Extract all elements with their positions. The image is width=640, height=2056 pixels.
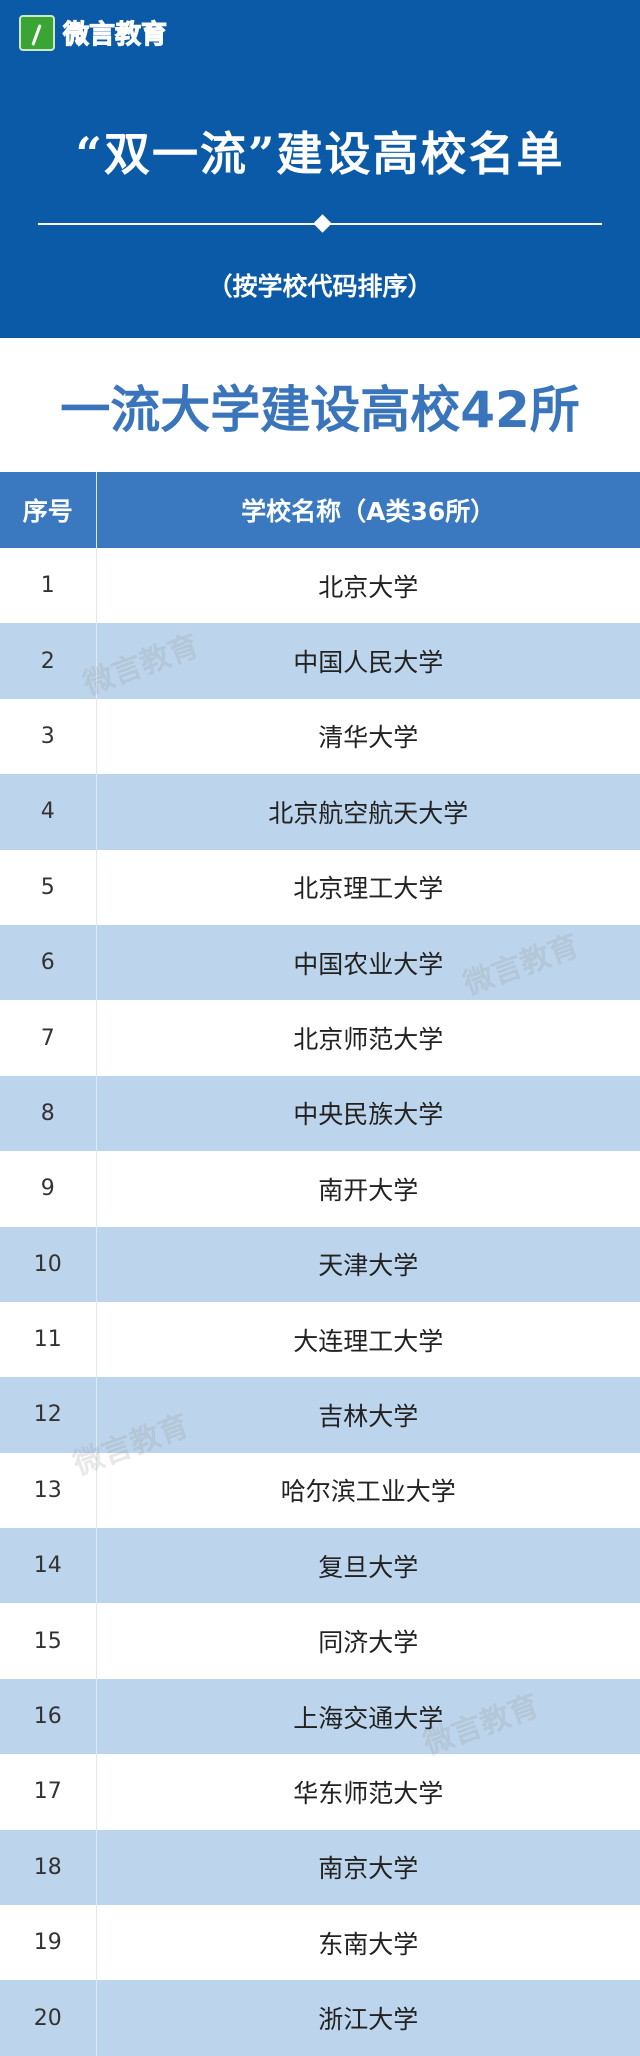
university-name: 北京师范大学 bbox=[293, 1025, 444, 1055]
table-row: 7 北京师范大学 bbox=[0, 1000, 640, 1076]
table-header: 序号 学校名称（A类36所） bbox=[0, 472, 640, 548]
row-number: 14 bbox=[0, 1528, 97, 1604]
row-number: 20 bbox=[0, 1980, 97, 2056]
table-row: 18 南京大学 bbox=[0, 1829, 640, 1906]
university-name: 浙江大学 bbox=[96, 1980, 640, 2056]
row-number: 2 bbox=[0, 623, 97, 699]
row-number: 18 bbox=[0, 1829, 97, 1906]
university-name: 哈尔滨工业大学 bbox=[280, 1477, 456, 1507]
row-number: 16 bbox=[0, 1678, 97, 1755]
university-name: 东南大学 bbox=[318, 1929, 419, 1959]
university-name: 中国人民大学 bbox=[96, 623, 640, 699]
subtitle: （按学校代码排序） bbox=[207, 272, 433, 301]
table-row: 11 大连理工大学 bbox=[0, 1301, 640, 1378]
university-name: 北京大学 bbox=[318, 572, 419, 602]
section-heading: 一流大学建设高校42所 bbox=[60, 381, 580, 439]
row-number: 3 bbox=[0, 698, 97, 775]
university-name: 大连理工大学 bbox=[293, 1326, 444, 1356]
university-name: 复旦大学 bbox=[96, 1528, 640, 1604]
university-name: 中国农业大学 bbox=[96, 924, 640, 1001]
table-row: 9 南开大学 bbox=[0, 1151, 640, 1227]
diamond-ornament-icon bbox=[313, 214, 332, 233]
university-name: 南京大学 bbox=[96, 1829, 640, 1906]
header-number: 序号 bbox=[0, 472, 97, 548]
university-name: 天津大学 bbox=[96, 1226, 640, 1302]
table-row: 20 浙江大学 bbox=[0, 1980, 640, 2056]
table-row: 15 同济大学 bbox=[0, 1603, 640, 1679]
hero-banner: 微言教育 “双一流”建设高校名单 （按学校代码排序） bbox=[0, 0, 640, 338]
logo: 微言教育 bbox=[19, 14, 168, 51]
row-number: 11 bbox=[0, 1301, 97, 1378]
university-name: 同济大学 bbox=[318, 1628, 419, 1658]
row-number: 6 bbox=[0, 924, 97, 1001]
row-number: 10 bbox=[0, 1226, 97, 1302]
table-row: 13 哈尔滨工业大学 bbox=[0, 1452, 640, 1529]
row-number: 17 bbox=[0, 1754, 97, 1830]
row-number: 15 bbox=[0, 1603, 97, 1679]
table-row: 4 北京航空航天大学 bbox=[0, 774, 640, 850]
table-row: 1 北京大学 bbox=[0, 548, 640, 624]
table-row: 8 中央民族大学 bbox=[0, 1075, 640, 1152]
university-name: 吉林大学 bbox=[96, 1377, 640, 1453]
table-row: 10 天津大学 bbox=[0, 1226, 640, 1302]
header-name: 学校名称（A类36所） bbox=[96, 472, 640, 548]
table-row: 12 吉林大学 bbox=[0, 1377, 640, 1453]
logo-text: 微言教育 bbox=[62, 20, 168, 51]
row-number: 13 bbox=[0, 1452, 97, 1529]
row-number: 8 bbox=[0, 1075, 97, 1152]
row-number: 5 bbox=[0, 849, 97, 925]
university-name: 南开大学 bbox=[318, 1175, 419, 1205]
row-number: 1 bbox=[0, 548, 97, 624]
page-title: “双一流”建设高校名单 bbox=[75, 127, 565, 181]
table-row: 2 中国人民大学 bbox=[0, 623, 640, 699]
row-number: 4 bbox=[0, 774, 97, 850]
row-number: 12 bbox=[0, 1377, 97, 1453]
table-row: 16 上海交通大学 bbox=[0, 1678, 640, 1755]
university-name: 华东师范大学 bbox=[293, 1778, 444, 1808]
table-row: 14 复旦大学 bbox=[0, 1528, 640, 1604]
university-name: 北京航空航天大学 bbox=[96, 774, 640, 850]
university-name: 上海交通大学 bbox=[96, 1678, 640, 1755]
row-number: 19 bbox=[0, 1905, 97, 1981]
logo-icon bbox=[19, 14, 55, 51]
table-row: 19 东南大学 bbox=[0, 1905, 640, 1981]
university-name: 清华大学 bbox=[318, 723, 419, 753]
table-row: 3 清华大学 bbox=[0, 698, 640, 775]
row-number: 9 bbox=[0, 1151, 97, 1227]
row-number: 7 bbox=[0, 1000, 97, 1076]
table-row: 6 中国农业大学 bbox=[0, 924, 640, 1001]
table-row: 5 北京理工大学 bbox=[0, 849, 640, 925]
university-table: 序号 学校名称（A类36所） 1 北京大学 2 中国人民大学 3 清华大学 4 北京航空航天大… bbox=[0, 472, 640, 2056]
university-name: 中央民族大学 bbox=[96, 1075, 640, 1152]
table-row: 17 华东师范大学 bbox=[0, 1754, 640, 1830]
university-name: 北京理工大学 bbox=[293, 874, 444, 904]
